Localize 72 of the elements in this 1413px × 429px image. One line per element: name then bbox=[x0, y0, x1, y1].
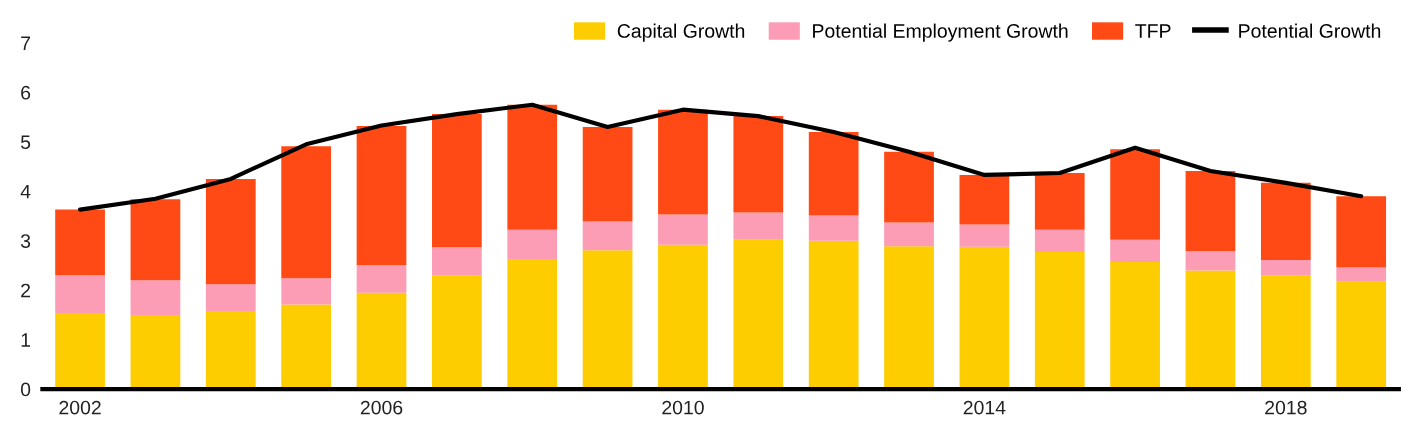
bar bbox=[1185, 251, 1236, 271]
bar bbox=[130, 199, 181, 281]
bar bbox=[1110, 149, 1160, 240]
bar bbox=[507, 229, 558, 260]
x-tick-label: 2018 bbox=[1265, 400, 1307, 415]
bar bbox=[281, 304, 332, 390]
bar bbox=[205, 178, 256, 285]
y-tick-label: 5 bbox=[20, 135, 31, 150]
bar bbox=[808, 240, 859, 390]
bar bbox=[55, 209, 105, 276]
bar bbox=[1110, 262, 1160, 390]
bar bbox=[959, 246, 1010, 390]
legend-label: TFP bbox=[1135, 24, 1171, 38]
y-tick-label: 3 bbox=[20, 234, 31, 248]
y-tick-label: 1 bbox=[21, 333, 31, 347]
bar bbox=[1034, 229, 1085, 253]
bar bbox=[1034, 252, 1085, 390]
y-tick-label: 4 bbox=[20, 184, 31, 199]
bar bbox=[733, 212, 784, 240]
bar bbox=[356, 125, 407, 265]
bar bbox=[507, 259, 558, 390]
y-tick-label: 0 bbox=[20, 382, 31, 397]
bar bbox=[959, 224, 1010, 247]
bar bbox=[281, 278, 332, 305]
bar bbox=[1336, 267, 1387, 282]
x-tick-label: 2002 bbox=[59, 400, 101, 415]
bar bbox=[808, 131, 859, 216]
bar bbox=[356, 264, 407, 293]
y-tick-label: 7 bbox=[21, 36, 31, 50]
bar bbox=[733, 116, 784, 213]
bar bbox=[356, 292, 407, 390]
bar bbox=[432, 275, 482, 390]
y-tick-label: 6 bbox=[21, 85, 31, 100]
legend-label: Potential Employment Growth bbox=[813, 23, 1068, 42]
x-tick-label: 2014 bbox=[963, 400, 1006, 415]
bar bbox=[1260, 275, 1311, 390]
bar bbox=[1034, 172, 1085, 230]
bar bbox=[507, 104, 558, 230]
bar bbox=[582, 221, 633, 251]
bar bbox=[55, 312, 105, 390]
bar bbox=[205, 284, 256, 311]
bar bbox=[658, 109, 708, 215]
bar bbox=[55, 275, 105, 313]
bar bbox=[130, 314, 181, 390]
y-tick-label: 2 bbox=[21, 283, 31, 298]
bar bbox=[1336, 196, 1387, 268]
bar bbox=[658, 214, 708, 245]
x-tick-label: 2010 bbox=[662, 400, 704, 415]
bar bbox=[1260, 182, 1311, 261]
bar bbox=[582, 126, 633, 222]
bar bbox=[808, 215, 859, 241]
bar bbox=[1336, 281, 1387, 390]
legend-label: Potential Growth bbox=[1239, 23, 1381, 38]
bar bbox=[432, 114, 482, 248]
bar bbox=[432, 247, 482, 276]
bar bbox=[884, 151, 934, 223]
bar bbox=[1185, 270, 1236, 390]
x-tick-label: 2006 bbox=[360, 400, 403, 415]
legend-label: Capital Growth bbox=[617, 23, 745, 42]
bar bbox=[658, 244, 708, 390]
bar bbox=[1185, 171, 1236, 252]
bar bbox=[884, 222, 934, 247]
bar bbox=[130, 280, 181, 315]
line-series bbox=[77, 102, 1364, 212]
bar bbox=[281, 146, 332, 279]
bar bbox=[1260, 260, 1311, 276]
bar bbox=[1110, 239, 1160, 262]
bar bbox=[959, 174, 1010, 225]
bar bbox=[205, 310, 256, 390]
bar bbox=[884, 246, 934, 390]
bar bbox=[582, 250, 633, 390]
bar bbox=[733, 239, 784, 390]
